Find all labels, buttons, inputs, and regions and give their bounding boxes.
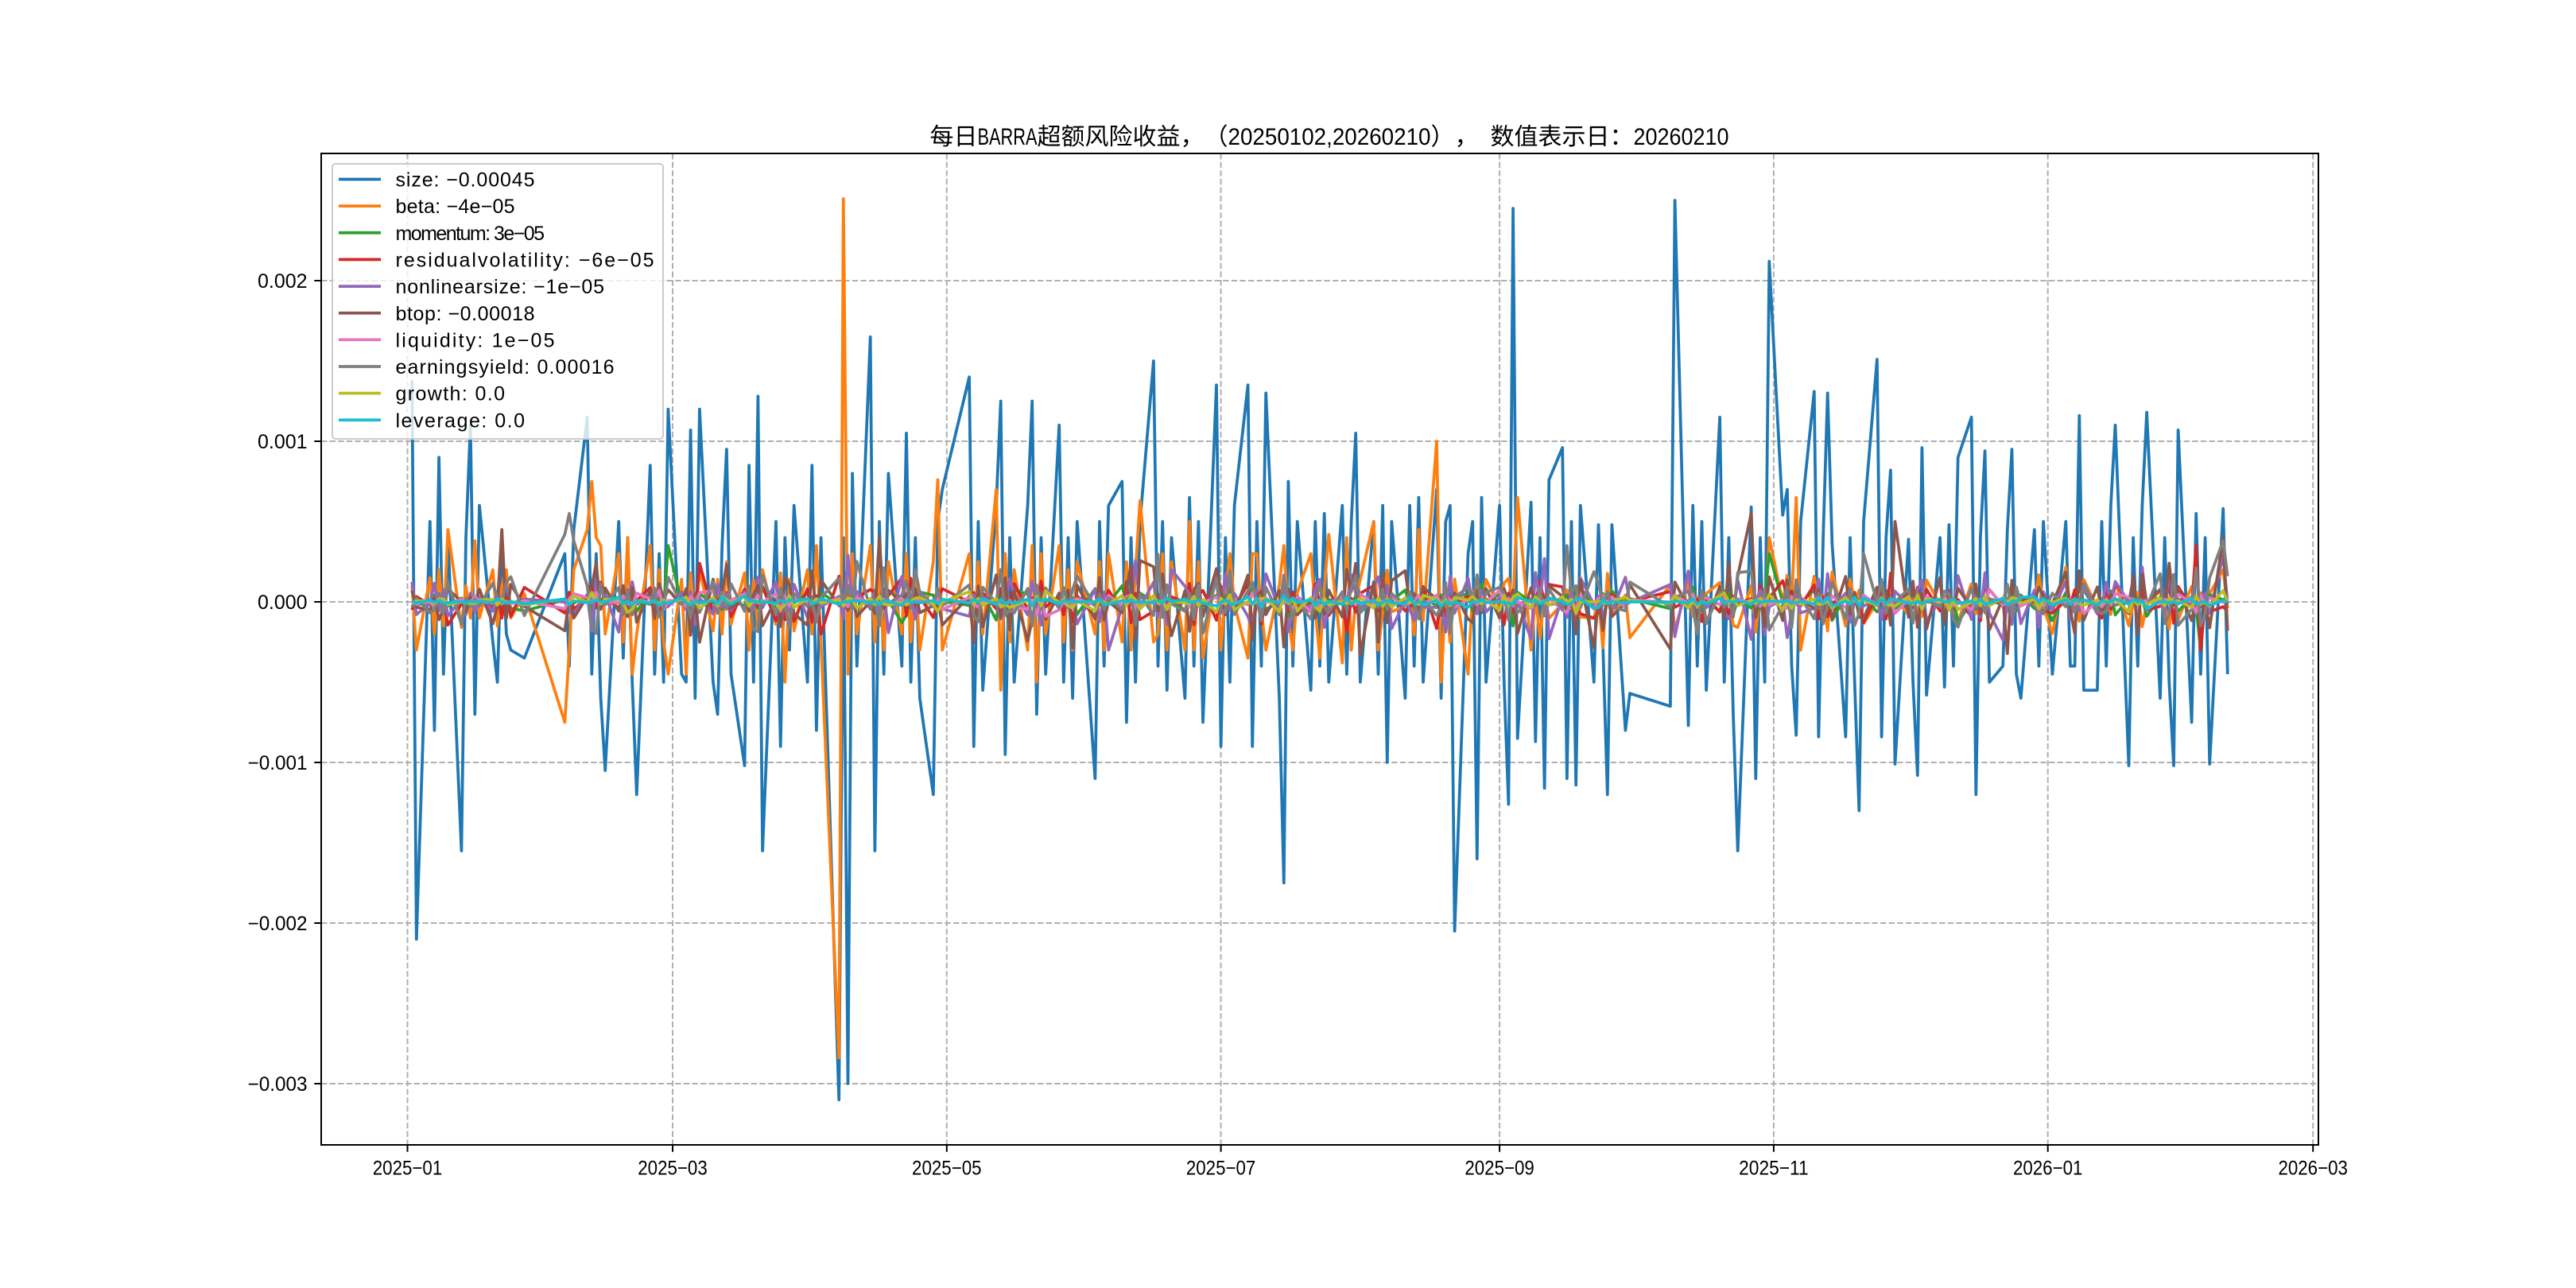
svg-text:2025−11: 2025−11 [1739, 1157, 1809, 1179]
svg-text:beta: −4e−05: beta: −4e−05 [396, 196, 515, 218]
svg-text:nonlinearsize: −1e−05: nonlinearsize: −1e−05 [396, 276, 605, 298]
svg-text:growth: 0.0: growth: 0.0 [396, 383, 506, 405]
svg-text:size: −0.00045: size: −0.00045 [396, 169, 535, 192]
svg-text:2025−03: 2025−03 [638, 1157, 708, 1179]
svg-text:2026−03: 2026−03 [2278, 1157, 2348, 1179]
svg-text:2026−01: 2026−01 [2013, 1157, 2083, 1179]
svg-text:liquidity: 1e−05: liquidity: 1e−05 [396, 329, 555, 351]
svg-text:2025−07: 2025−07 [1186, 1157, 1256, 1179]
svg-text:leverage: 0.0: leverage: 0.0 [396, 409, 526, 432]
svg-text:−0.002: −0.002 [248, 913, 308, 935]
svg-text:2025−05: 2025−05 [912, 1157, 982, 1179]
svg-text:momentum: 3e−05: momentum: 3e−05 [396, 223, 545, 245]
svg-text:−0.003: −0.003 [248, 1073, 308, 1096]
svg-text:2025−01: 2025−01 [373, 1157, 443, 1179]
svg-text:−0.001: −0.001 [248, 752, 308, 774]
svg-text:20250102,20260210: 20250102,20260210 [1228, 124, 1431, 150]
svg-text:residualvolatility: −6e−05: residualvolatility: −6e−05 [396, 250, 654, 272]
svg-text:0.002: 0.002 [258, 270, 308, 293]
svg-text:0.001: 0.001 [258, 431, 308, 453]
svg-text:2025−09: 2025−09 [1465, 1157, 1534, 1179]
svg-text:BARRA: BARRA [978, 124, 1038, 150]
svg-text:earningsyield: 0.00016: earningsyield: 0.00016 [396, 356, 615, 378]
svg-text:0.000: 0.000 [258, 592, 308, 614]
svg-text:20260210: 20260210 [1634, 124, 1729, 150]
svg-text:btop: −0.00018: btop: −0.00018 [396, 303, 535, 325]
